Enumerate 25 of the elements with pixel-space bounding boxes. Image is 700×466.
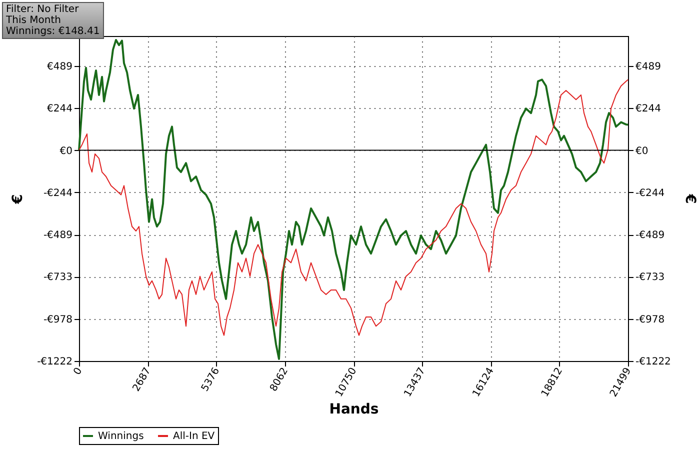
y-tick-label: -€978 [43, 314, 72, 326]
y-tick-label: -€489 [43, 230, 72, 242]
x-tick-label: 0 [72, 366, 85, 378]
y-tick-label: -€733 [43, 272, 72, 284]
y2-tick-label: -€244 [636, 188, 665, 199]
text: This Month [6, 15, 62, 26]
legend-label: All-In EV [173, 431, 215, 442]
y-tick-label: €244 [47, 104, 72, 115]
annotation: Winnings: €148.41 [6, 26, 100, 37]
y2-axis-title: € [682, 193, 698, 204]
y2-tick-label: -€489 [636, 230, 665, 242]
y2-tick-label: -€1222 [636, 356, 671, 368]
y2-tick-label: -€733 [636, 272, 665, 284]
y-axis-title: € [10, 194, 26, 205]
text: Filter: No Filter [6, 4, 80, 15]
y2-tick-label: €0 [636, 146, 648, 157]
legend-label: Winnings [98, 431, 144, 442]
y2-tick-label: €489 [636, 62, 661, 72]
x-axis-title: Hands [329, 402, 379, 418]
y-tick-label: €489 [47, 62, 72, 72]
y-tick-label: -€1222 [37, 356, 72, 368]
y-tick-label: €0 [60, 146, 72, 157]
y2-tick-label: €244 [636, 104, 661, 115]
y-tick-label: -€244 [43, 188, 72, 199]
y2-tick-label: -€978 [636, 314, 665, 326]
